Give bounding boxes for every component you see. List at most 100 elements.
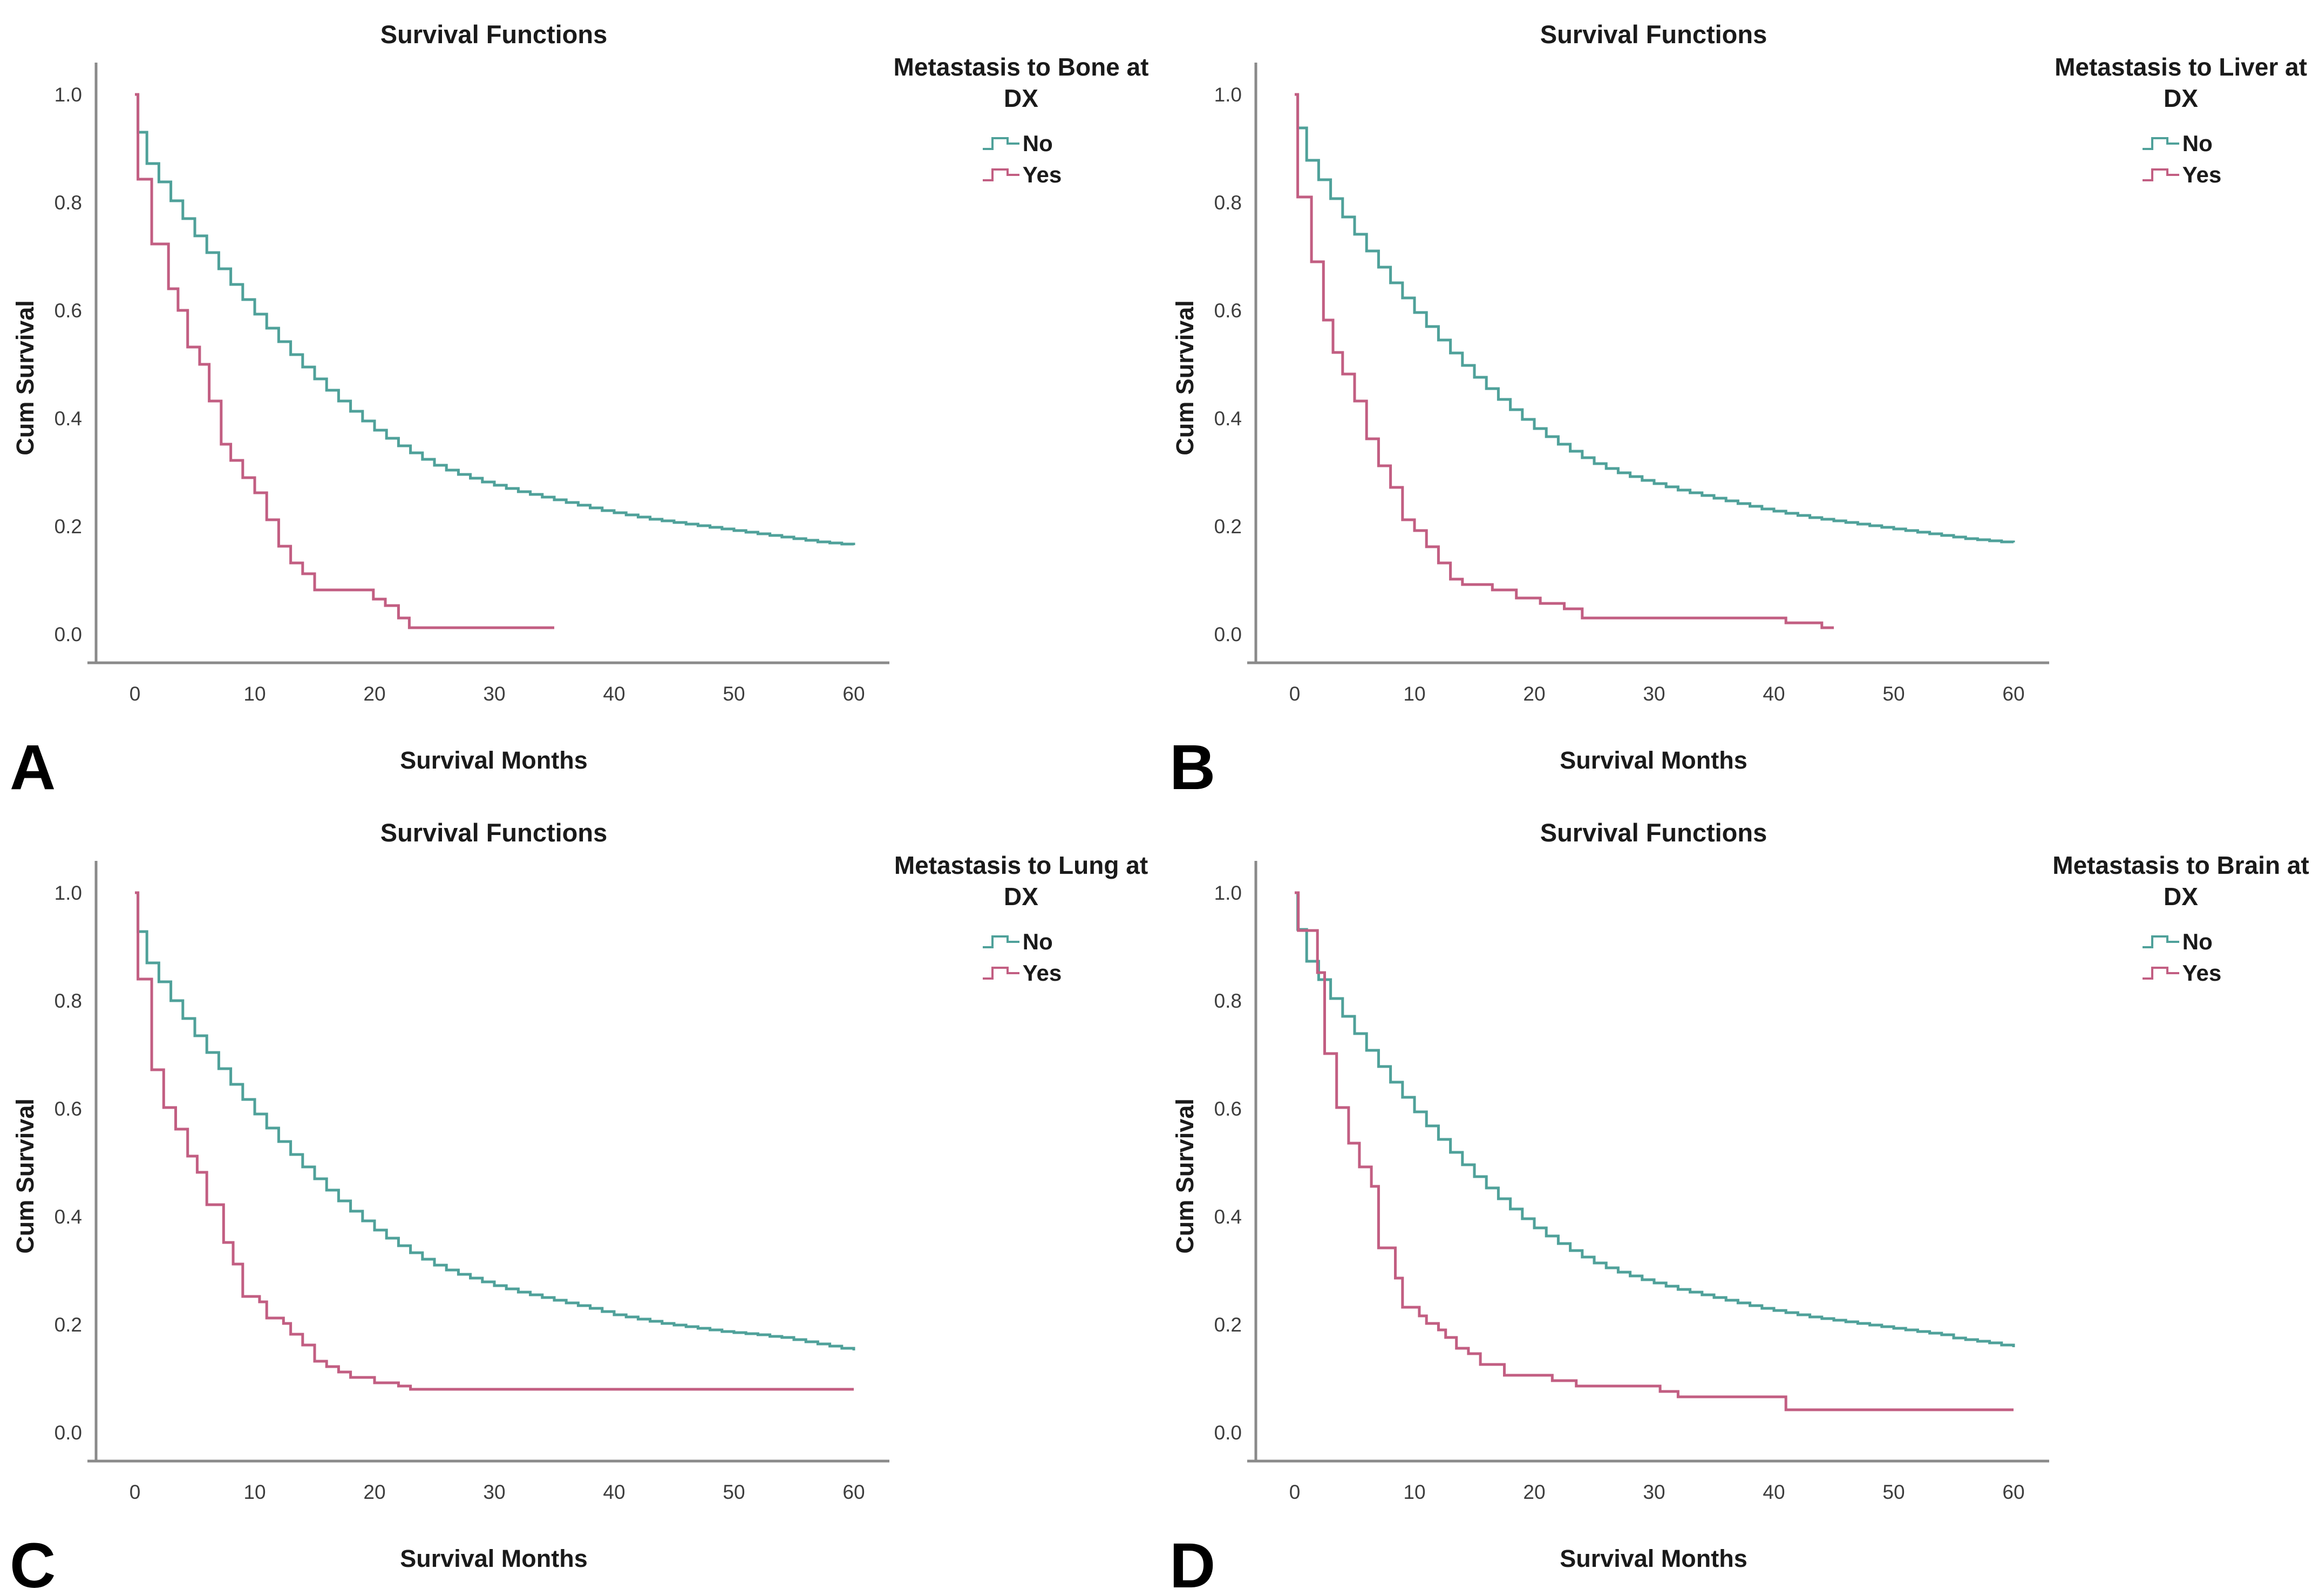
y-tick-label: 0.4 xyxy=(1214,408,1242,430)
y-tick-label: 0.6 xyxy=(1214,300,1242,322)
plot-axes xyxy=(87,63,889,664)
y-axis-title: Cum Survival xyxy=(11,300,39,456)
x-tick-label: 0 xyxy=(130,1481,141,1503)
y-tick-label: 0.2 xyxy=(1214,1314,1242,1336)
tick-labels: 0 10 20 30 40 50 60 1.0 0.8 0.6 0.4 0.2 0.0 xyxy=(55,84,865,705)
y-tick-label: 0.4 xyxy=(1214,1206,1242,1228)
x-tick-label: 20 xyxy=(363,683,385,705)
legend-title: Metastasis to Lung at DX xyxy=(894,851,1148,911)
y-tick-label: 0.2 xyxy=(55,1314,82,1336)
legend-label-yes: Yes xyxy=(2182,162,2222,187)
x-tick-label: 10 xyxy=(1403,1481,1425,1503)
legend-label-no: No xyxy=(1022,929,1053,954)
survival-curve-yes xyxy=(135,891,854,1391)
x-tick-label: 10 xyxy=(243,683,266,705)
survival-panel-a: Survival Functions 0 10 20 30 40 50 60 1.0 0.8 0.… xyxy=(0,0,1159,798)
survival-curves xyxy=(135,93,855,629)
x-tick-label: 50 xyxy=(1882,683,1905,705)
survival-curve-yes xyxy=(135,93,554,629)
legend-entries: No Yes xyxy=(2140,926,2221,989)
step-line-icon xyxy=(982,137,1019,150)
survival-curves xyxy=(1295,93,2015,629)
y-tick-label: 0.0 xyxy=(1214,1422,1242,1444)
legend-row-yes: Yes xyxy=(2140,159,2221,191)
x-tick-label: 20 xyxy=(1523,1481,1545,1503)
step-line-icon xyxy=(2142,935,2179,948)
chart-title: Survival Functions xyxy=(380,20,607,49)
step-line-icon-path xyxy=(2142,137,2179,150)
x-tick-label: 60 xyxy=(2002,1481,2024,1503)
x-tick-label: 50 xyxy=(1882,1481,1905,1503)
legend-row-yes: Yes xyxy=(981,159,1062,191)
y-tick-label: 0.8 xyxy=(1214,192,1242,214)
y-tick-label: 0.6 xyxy=(55,300,82,322)
y-tick-label: 0.6 xyxy=(1214,1098,1242,1120)
x-tick-label: 60 xyxy=(842,1481,865,1503)
legend-title: Metastasis to Bone at DX xyxy=(893,53,1149,112)
x-axis-title: Survival Months xyxy=(1560,1545,1747,1572)
legend-label-yes: Yes xyxy=(1022,960,1062,986)
y-tick-label: 1.0 xyxy=(55,84,82,106)
x-tick-label: 20 xyxy=(1523,683,1545,705)
step-line-icon xyxy=(2142,967,2179,980)
y-tick-label: 0.8 xyxy=(1214,990,1242,1012)
x-tick-label: 30 xyxy=(1643,1481,1665,1503)
legend-row-no: No xyxy=(981,128,1062,159)
y-tick-label: 0.6 xyxy=(55,1098,82,1120)
chart-title: Survival Functions xyxy=(1540,818,1767,847)
legend: Metastasis to Brain at DX No Yes xyxy=(2051,850,2310,989)
plot-axes xyxy=(1247,63,2049,664)
y-tick-label: 0.8 xyxy=(55,192,82,214)
survival-curve-no xyxy=(135,891,855,1350)
step-line-icon-path xyxy=(982,137,1019,150)
y-axis-title: Cum Survival xyxy=(1171,1098,1199,1254)
x-axis-title: Survival Months xyxy=(400,746,588,774)
step-line-icon-path xyxy=(2142,967,2179,980)
legend-label-no: No xyxy=(2182,929,2213,954)
x-tick-label: 40 xyxy=(603,1481,625,1503)
legend-title: Metastasis to Brain at DX xyxy=(2052,851,2309,911)
x-axis-title: Survival Months xyxy=(400,1545,588,1572)
panel-letter: D xyxy=(1169,1530,1215,1596)
step-line-icon-path xyxy=(982,168,1019,181)
survival-panel-d: Survival Functions 0 10 20 30 40 50 60 1.0 0.8 0.… xyxy=(1160,798,2319,1596)
survival-chart-d: Survival Functions 0 10 20 30 40 50 60 1.0 0.8 0.… xyxy=(1169,818,2049,1596)
y-tick-label: 1.0 xyxy=(1214,882,1242,904)
x-tick-label: 50 xyxy=(723,1481,745,1503)
legend-entries: No Yes xyxy=(981,128,1062,191)
legend-label-yes: Yes xyxy=(2182,960,2222,986)
survival-curve-no xyxy=(1295,93,2015,544)
x-tick-label: 30 xyxy=(483,683,505,705)
legend-entries: No Yes xyxy=(981,926,1062,989)
x-tick-label: 0 xyxy=(1289,683,1301,705)
x-tick-label: 10 xyxy=(243,1481,266,1503)
step-line-icon-path xyxy=(2142,168,2179,181)
plot-axes xyxy=(1247,861,2049,1463)
legend-row-no: No xyxy=(2140,128,2221,159)
y-tick-label: 0.0 xyxy=(55,623,82,646)
panel-letter: B xyxy=(1169,732,1215,798)
survival-curve-no xyxy=(135,93,855,546)
survival-panel-b: Survival Functions 0 10 20 30 40 50 60 1.0 0.8 0.… xyxy=(1160,0,2319,798)
panel-letter: C xyxy=(10,1530,56,1596)
x-tick-label: 10 xyxy=(1403,683,1425,705)
tick-labels: 0 10 20 30 40 50 60 1.0 0.8 0.6 0.4 0.2 0.0 xyxy=(1214,882,2025,1503)
chart-title: Survival Functions xyxy=(380,818,607,847)
x-tick-label: 60 xyxy=(842,683,865,705)
x-tick-label: 40 xyxy=(603,683,625,705)
survival-curve-yes xyxy=(1295,93,1834,629)
x-axis-title: Survival Months xyxy=(1560,746,1747,774)
legend-row-no: No xyxy=(2140,926,2221,957)
legend-label-no: No xyxy=(1022,131,1053,156)
step-line-icon-path xyxy=(982,935,1019,948)
legend: Metastasis to Bone at DX No Yes xyxy=(892,52,1151,191)
y-tick-label: 0.2 xyxy=(1214,515,1242,538)
step-line-icon xyxy=(982,935,1019,948)
legend-title: Metastasis to Liver at DX xyxy=(2055,53,2307,112)
survival-curves xyxy=(135,891,855,1391)
legend: Metastasis to Liver at DX No Yes xyxy=(2051,52,2310,191)
legend: Metastasis to Lung at DX No Yes xyxy=(892,850,1151,989)
step-line-icon xyxy=(2142,168,2179,181)
y-axis-title: Cum Survival xyxy=(1171,300,1199,456)
survival-chart-b: Survival Functions 0 10 20 30 40 50 60 1.0 0.8 0.… xyxy=(1169,20,2049,798)
